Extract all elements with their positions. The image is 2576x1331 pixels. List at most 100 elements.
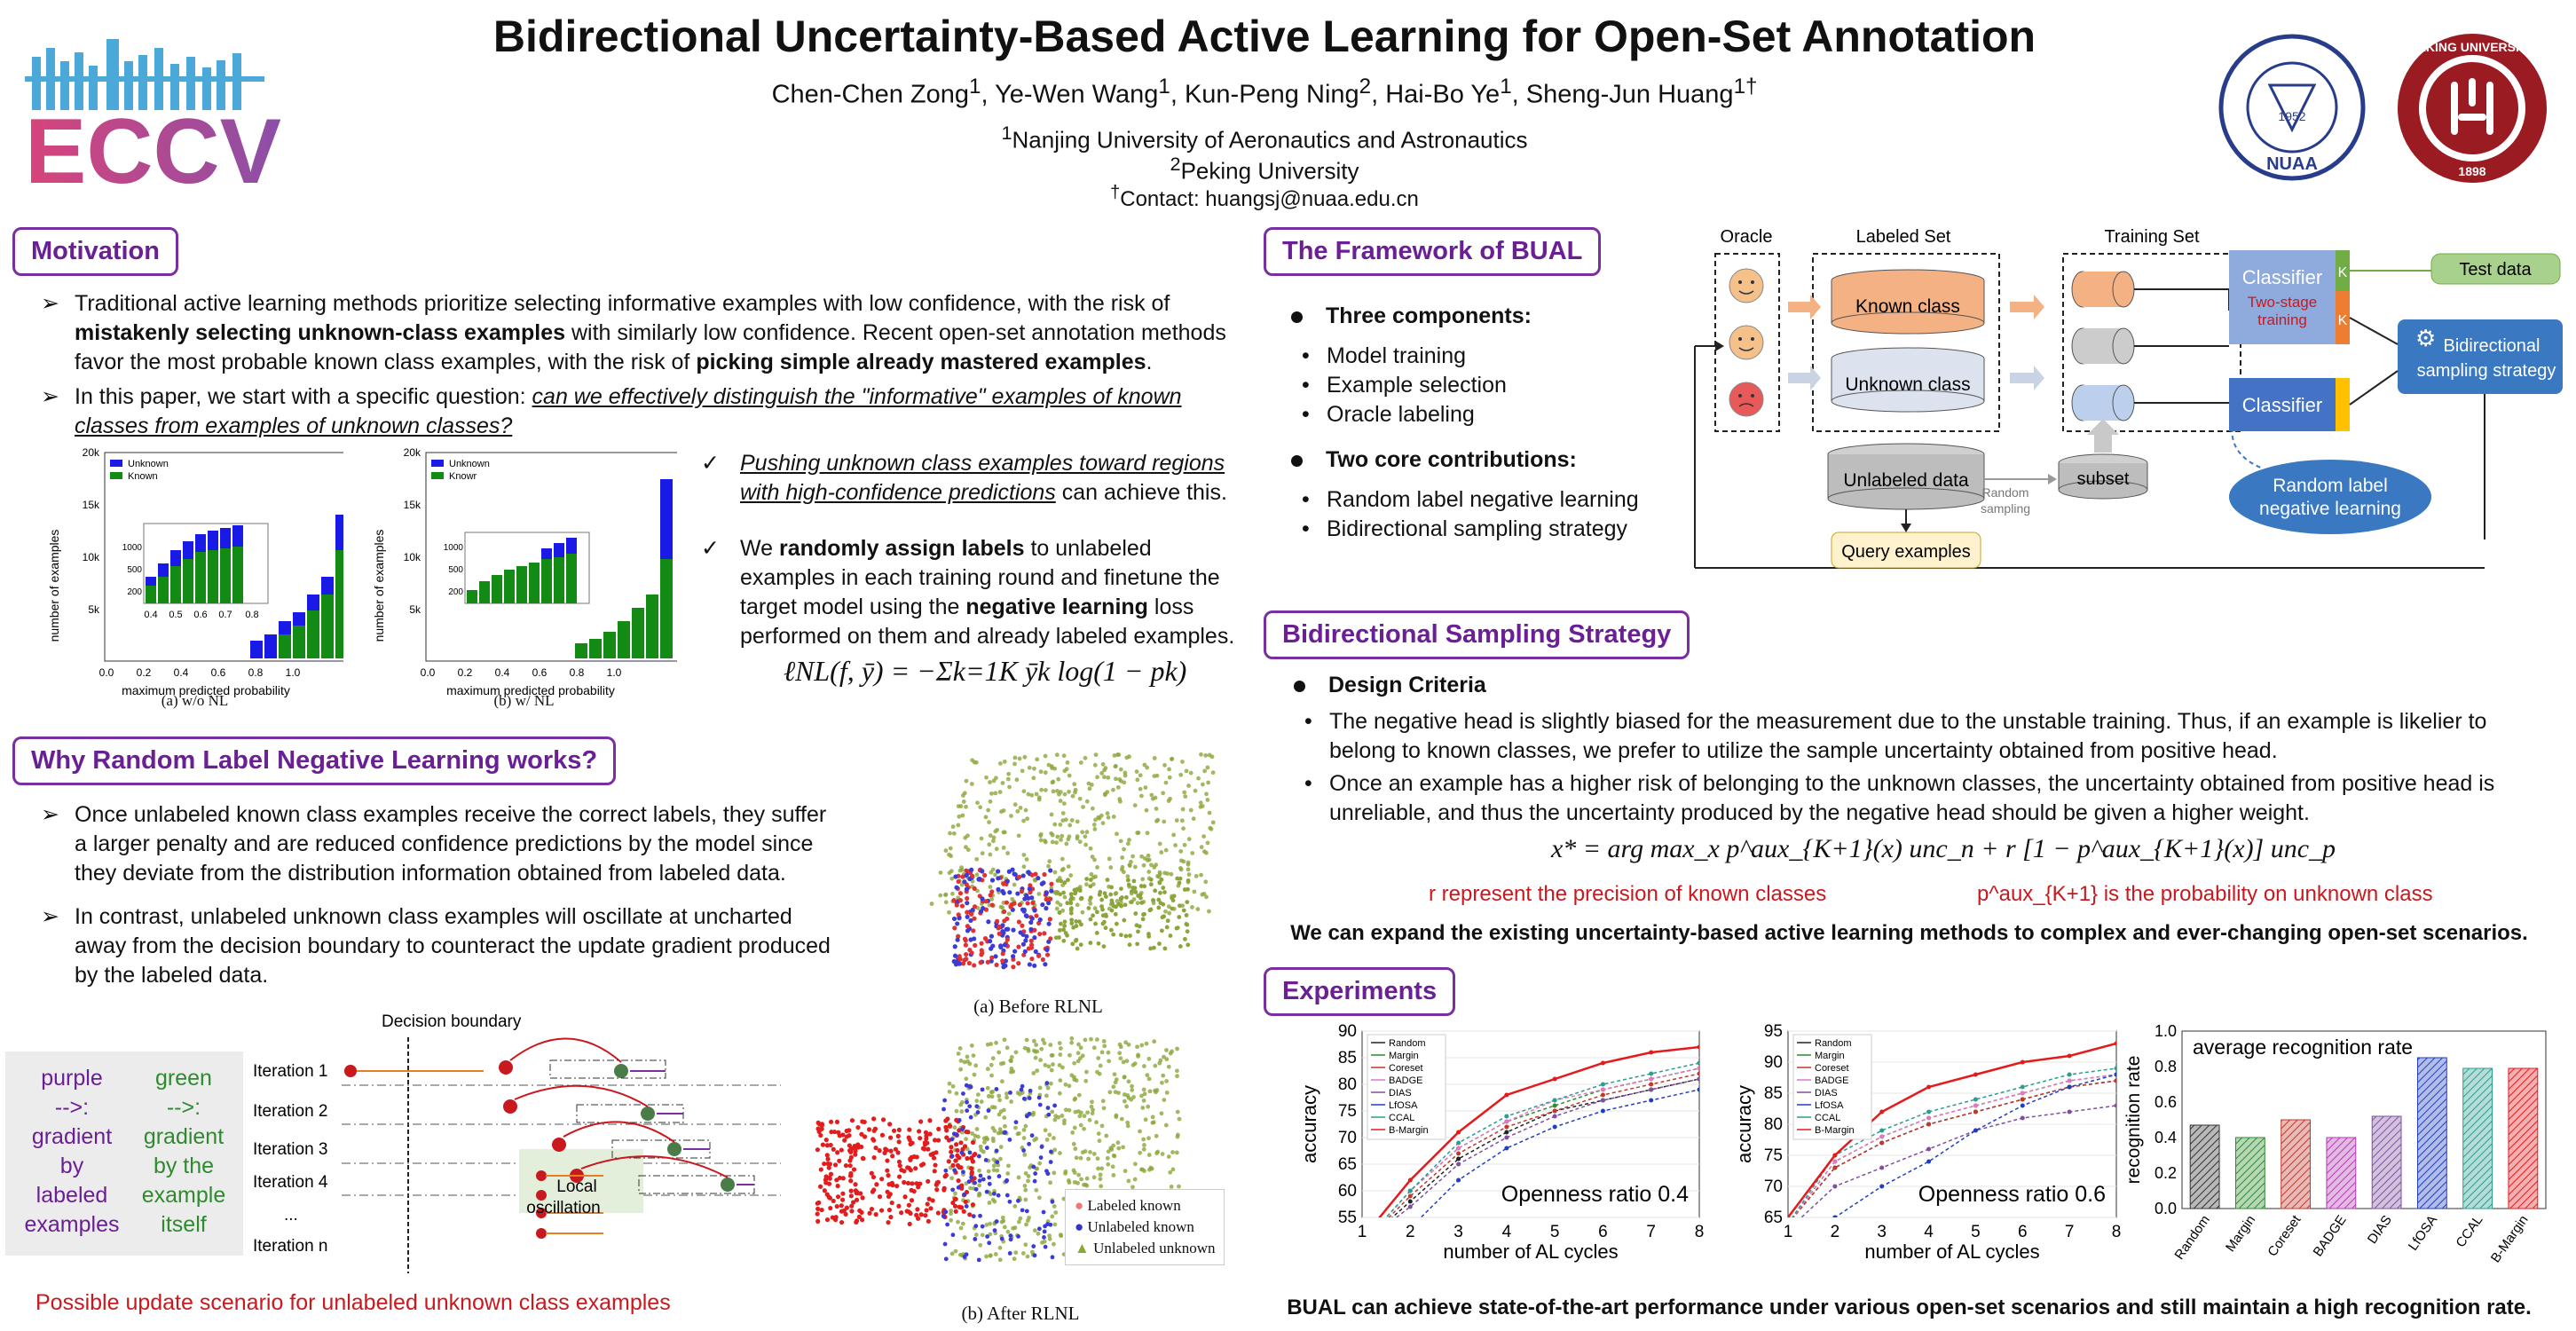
scatter-point bbox=[1207, 810, 1212, 815]
scatter-point bbox=[1145, 765, 1150, 770]
scatter-point bbox=[1183, 794, 1188, 799]
scatter-point bbox=[815, 1201, 820, 1206]
scatter-point bbox=[994, 847, 999, 852]
scatter-point bbox=[977, 1183, 982, 1188]
scatter-point bbox=[1026, 1174, 1031, 1178]
scatter-point bbox=[1029, 895, 1035, 901]
scatter-point bbox=[1163, 847, 1169, 853]
poster-title: Bidirectional Uncertainty-Based Active L… bbox=[492, 12, 2036, 61]
scatter-point bbox=[968, 1185, 973, 1191]
scatter-point bbox=[976, 1193, 981, 1198]
svg-text:...: ... bbox=[284, 1206, 298, 1225]
svg-text:10k: 10k bbox=[404, 551, 421, 563]
scatter-point bbox=[1023, 1197, 1028, 1202]
scatter-point bbox=[1043, 1062, 1048, 1067]
legend-label: B-Margin bbox=[1389, 1125, 1429, 1136]
scatter-point bbox=[954, 1108, 959, 1114]
scatter-point bbox=[1126, 882, 1131, 887]
data-point bbox=[2114, 1041, 2116, 1046]
pku-seal: PEKING UNIVERSITY 1898 bbox=[2396, 32, 2548, 185]
data-point bbox=[1600, 1098, 1605, 1103]
scatter-point bbox=[1070, 1130, 1075, 1135]
scatter-point bbox=[907, 1221, 912, 1227]
scatter-point bbox=[931, 1151, 936, 1156]
scatter-point bbox=[949, 1145, 954, 1150]
scatter-point bbox=[959, 903, 965, 909]
scatter-point bbox=[1132, 803, 1138, 807]
scatter-point bbox=[1054, 890, 1060, 894]
scatter-point bbox=[1000, 951, 1005, 957]
scatter-point bbox=[1067, 1052, 1072, 1058]
design-criteria-heading: Design Criteria bbox=[1294, 671, 2554, 700]
scatter-point bbox=[1041, 1209, 1046, 1215]
scatter-point bbox=[997, 1245, 1003, 1250]
scatter-point bbox=[1059, 921, 1063, 926]
scatter-point bbox=[1206, 780, 1211, 785]
scatter-point bbox=[1036, 795, 1042, 800]
scatter-point bbox=[952, 1196, 957, 1202]
scatter-point bbox=[886, 1208, 893, 1213]
svg-text:20k: 20k bbox=[404, 446, 421, 459]
scatter-point bbox=[834, 1203, 839, 1209]
y-tick-label: 65 bbox=[1338, 1155, 1357, 1174]
scatter-point bbox=[997, 1112, 1002, 1117]
scatter-point bbox=[982, 1139, 987, 1145]
scatter-point bbox=[950, 1200, 956, 1206]
scatter-point bbox=[1095, 1156, 1100, 1162]
scatter-point bbox=[871, 1116, 877, 1122]
scatter-point bbox=[1079, 1177, 1083, 1182]
scatter-point bbox=[1060, 908, 1066, 913]
scatter-point bbox=[957, 1128, 962, 1133]
scatter-point bbox=[966, 1083, 972, 1089]
legend-label: LfOSA bbox=[1389, 1100, 1418, 1111]
scatter-point bbox=[1034, 792, 1039, 797]
scatter-point bbox=[1077, 1114, 1083, 1119]
author: Sheng-Jun Huang bbox=[1525, 80, 1734, 109]
svg-text:Unlabeled data: Unlabeled data bbox=[1843, 470, 1969, 491]
scatter-point bbox=[897, 1163, 902, 1169]
scatter-point bbox=[1050, 1255, 1055, 1260]
scatter-point bbox=[941, 1214, 946, 1219]
scatter-point bbox=[1088, 878, 1093, 882]
scatter-point bbox=[1052, 1204, 1057, 1209]
scatter-point bbox=[928, 1206, 934, 1211]
scatter-point bbox=[1123, 902, 1128, 908]
data-point bbox=[1552, 1108, 1557, 1114]
scatter-point bbox=[1067, 1083, 1072, 1089]
framework-lower: Unlabeled data Random sampling subset Qu… bbox=[1686, 337, 2485, 595]
scatter-point bbox=[1075, 946, 1080, 951]
scatter-point bbox=[997, 1127, 1003, 1132]
scatter-point bbox=[961, 1209, 966, 1214]
scatter-point bbox=[983, 1114, 989, 1120]
purple-gradient-legend: purple -->: gradient by labeled examples bbox=[24, 1066, 120, 1237]
scatter-point bbox=[948, 831, 952, 836]
scatter-point bbox=[1161, 1073, 1166, 1078]
scatter-point bbox=[1062, 924, 1067, 928]
scatter-point bbox=[1035, 757, 1040, 762]
scatter-point bbox=[1186, 784, 1191, 788]
scatter-point bbox=[988, 939, 993, 944]
scatter-point bbox=[1025, 901, 1030, 906]
scatter-point bbox=[1036, 891, 1042, 896]
two-contributions-heading: Two core contributions: bbox=[1291, 445, 1726, 475]
bar-lfosa bbox=[2416, 1057, 2447, 1209]
scatter-point bbox=[1002, 1225, 1007, 1230]
scatter-point bbox=[955, 1147, 960, 1154]
scatter-point bbox=[1088, 917, 1093, 922]
scatter-point bbox=[1073, 1146, 1078, 1152]
affiliation-2: 2Peking University bbox=[1170, 153, 1359, 185]
scatter-point bbox=[885, 1158, 890, 1163]
scatter-point bbox=[1068, 901, 1074, 906]
scatter-point bbox=[1191, 816, 1196, 822]
svg-text:Unknown: Unknown bbox=[449, 459, 490, 469]
scatter-point bbox=[1200, 782, 1205, 787]
data-point bbox=[2020, 1097, 2025, 1102]
scatter-point bbox=[962, 791, 967, 796]
svg-text:0.2: 0.2 bbox=[458, 666, 473, 679]
scatter-point bbox=[952, 944, 957, 949]
data-point bbox=[2020, 1059, 2025, 1065]
x-tick-label: 7 bbox=[1646, 1223, 1656, 1241]
scatter-point bbox=[910, 1181, 915, 1186]
y-tick-label: 0.2 bbox=[2155, 1164, 2177, 1182]
scatter-point bbox=[1190, 904, 1194, 910]
